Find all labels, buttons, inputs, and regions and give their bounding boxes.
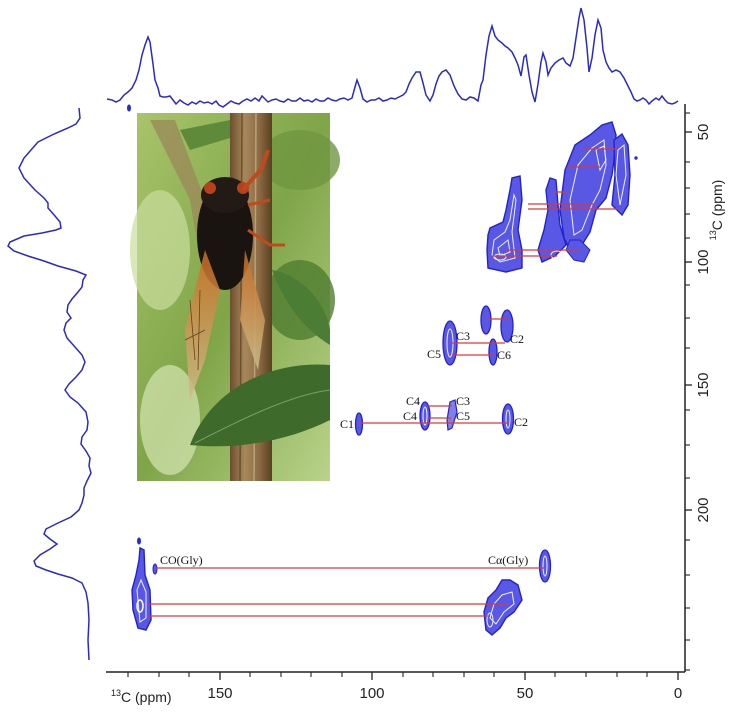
y-axis-title: 13C (ppm): [708, 180, 725, 241]
y-axis: 50 100 150 200 13C (ppm): [684, 104, 725, 672]
y-tick-200: 200: [695, 497, 712, 522]
catechol-cluster: [442, 305, 514, 366]
peak-labels: CO(Gly) Cα(Gly) C1 C4 C4 C3 C5 C2 C3 C5 …: [160, 329, 528, 567]
label-c4-lower: C4: [403, 409, 417, 423]
left-projection-spectrum: [7, 107, 92, 661]
protein-cluster: [131, 537, 552, 636]
x-tick-0: 0: [674, 685, 682, 702]
contour-peaks: [127, 104, 638, 636]
x-axis: 150 100 50 0 13C (ppm): [106, 671, 685, 705]
correlation-lines: [147, 148, 617, 617]
x-tick-50: 50: [517, 685, 534, 702]
y-tick-150: 150: [695, 372, 712, 397]
cicada-photo: [130, 112, 340, 482]
label-ca-gly: Cα(Gly): [488, 553, 528, 567]
label-c5-catechol: C5: [427, 347, 441, 361]
label-c3-chitin: C3: [456, 394, 470, 408]
label-c1: C1: [340, 417, 354, 431]
top-projection-spectrum: [106, 7, 679, 108]
label-c4-upper: C4: [406, 394, 420, 408]
aliphatic-cluster: [486, 121, 638, 273]
x-tick-100: 100: [359, 685, 384, 702]
label-c6: C6: [497, 348, 511, 362]
x-tick-150: 150: [207, 685, 232, 702]
label-c3-catechol: C3: [456, 329, 470, 343]
label-c5-chitin: C5: [456, 409, 470, 423]
label-c2-catechol: C2: [510, 332, 524, 346]
y-tick-100: 100: [695, 249, 712, 274]
label-c2-chitin: C2: [514, 415, 528, 429]
y-tick-50: 50: [695, 124, 712, 141]
x-axis-title: 13C (ppm): [111, 688, 172, 705]
label-co-gly: CO(Gly): [160, 553, 203, 567]
